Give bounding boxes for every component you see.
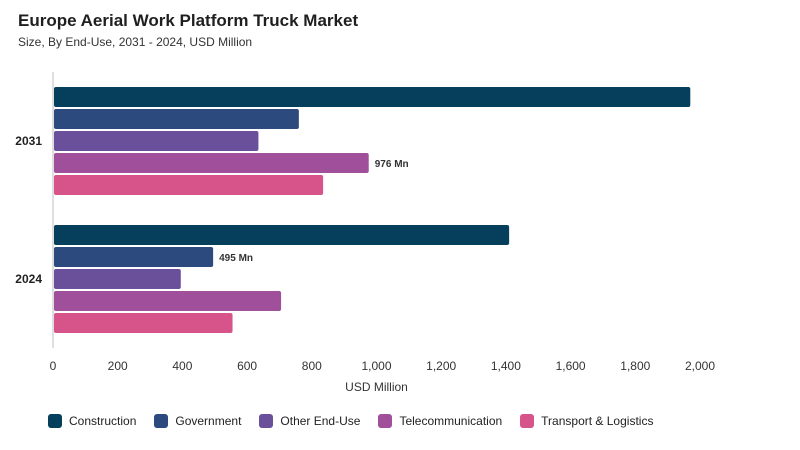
legend-item: Construction bbox=[48, 414, 136, 428]
x-tick-label: 1,800 bbox=[620, 359, 650, 373]
x-tick-label: 1,600 bbox=[556, 359, 586, 373]
category-label: 2024 bbox=[15, 272, 42, 286]
chart-subtitle: Size, By End-Use, 2031 - 2024, USD Milli… bbox=[18, 35, 253, 49]
legend-item: Other End-Use bbox=[259, 414, 360, 428]
bar bbox=[54, 131, 259, 151]
legend-swatch bbox=[48, 414, 62, 428]
legend-swatch bbox=[378, 414, 393, 428]
legend-swatch bbox=[154, 414, 169, 428]
x-axis-title: USD Million bbox=[345, 380, 408, 394]
legend-label: Construction bbox=[69, 414, 137, 428]
bar bbox=[54, 313, 233, 333]
bar bbox=[54, 247, 214, 267]
data-label: 976 Mn bbox=[375, 159, 409, 170]
chart-title: Europe Aerial Work Platform Truck Market bbox=[18, 11, 359, 30]
bar bbox=[54, 153, 369, 173]
bar bbox=[54, 109, 299, 129]
x-tick-label: 600 bbox=[237, 359, 257, 373]
x-tick-label: 1,000 bbox=[361, 359, 391, 373]
legend-item: Telecommunication bbox=[378, 414, 502, 428]
legend-label: Other End-Use bbox=[280, 414, 361, 428]
legend-label: Telecommunication bbox=[399, 414, 503, 428]
x-tick-label: 1,200 bbox=[426, 359, 456, 373]
x-tick-label: 200 bbox=[108, 359, 128, 373]
legend-label: Government bbox=[175, 414, 242, 428]
legend-item: Transport & Logistics bbox=[520, 414, 653, 428]
data-label: 495 Mn bbox=[219, 253, 253, 264]
x-tick-label: 400 bbox=[172, 359, 192, 373]
bar bbox=[54, 291, 282, 311]
legend-item: Government bbox=[154, 414, 241, 428]
bar bbox=[54, 175, 324, 195]
x-tick-label: 800 bbox=[302, 359, 322, 373]
bar bbox=[54, 87, 691, 107]
x-tick-label: 2,000 bbox=[685, 359, 715, 373]
legend-label: Transport & Logistics bbox=[541, 414, 654, 428]
x-tick-label: 1,400 bbox=[491, 359, 521, 373]
legend-swatch bbox=[520, 414, 535, 428]
legend-swatch bbox=[259, 414, 274, 428]
x-tick-label: 0 bbox=[50, 359, 57, 373]
category-label: 2031 bbox=[15, 134, 42, 148]
chart-legend: Construction Government Other End-Use Telec… bbox=[48, 414, 671, 428]
bar bbox=[54, 225, 510, 245]
bar bbox=[54, 269, 181, 289]
